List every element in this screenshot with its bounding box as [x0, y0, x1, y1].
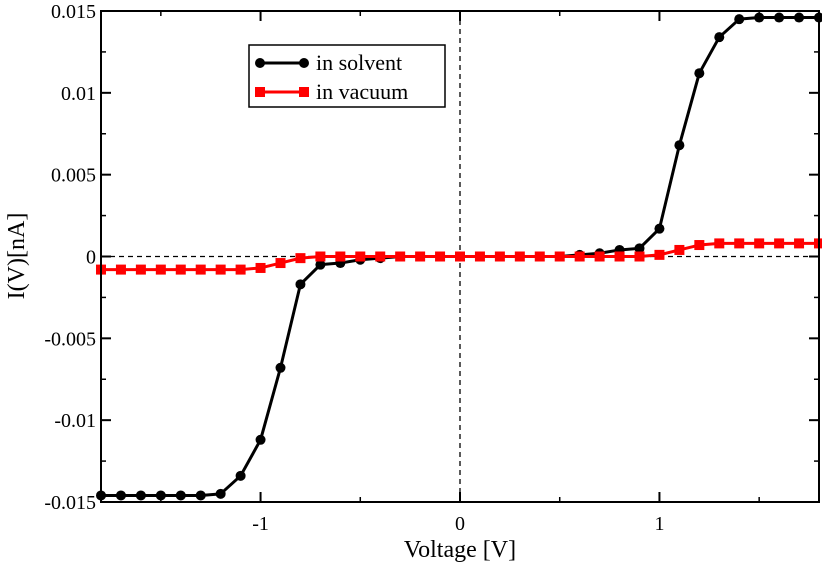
- y-tick-label: -0.005: [44, 328, 96, 350]
- legend-item-vacuum: in vacuum: [255, 79, 408, 104]
- data-point-in-vacuum: [375, 251, 386, 262]
- y-tick-label: 0.015: [51, 1, 96, 23]
- legend-marker-solvent: [255, 58, 265, 68]
- data-point-in-solvent: [295, 279, 306, 290]
- data-point-in-vacuum: [494, 251, 505, 262]
- data-point-in-vacuum: [674, 244, 685, 255]
- x-tick-label: 1: [654, 513, 664, 535]
- data-point-in-vacuum: [195, 264, 206, 275]
- data-point-in-vacuum: [714, 238, 725, 249]
- data-point-in-vacuum: [295, 253, 306, 264]
- ticks-layer: -1 0 1 -0.015 -0.01 -0.005 0 0.005 0.01 0.015: [44, 1, 819, 535]
- data-point-in-solvent: [694, 68, 705, 79]
- y-tick-label: 0: [86, 247, 96, 269]
- series-layer: [96, 12, 822, 501]
- legend-label-solvent: in solvent: [316, 50, 402, 75]
- data-point-in-vacuum: [554, 251, 565, 262]
- data-point-in-solvent: [155, 490, 166, 501]
- data-point-in-solvent: [215, 488, 226, 499]
- data-point-in-solvent: [315, 259, 326, 270]
- data-point-in-solvent: [714, 32, 725, 43]
- data-point-in-vacuum: [175, 264, 186, 275]
- legend-label-vacuum: in vacuum: [316, 79, 408, 104]
- data-point-in-vacuum: [135, 264, 146, 275]
- data-point-in-vacuum: [574, 251, 585, 262]
- data-point-in-vacuum: [255, 262, 266, 273]
- y-tick-label: 0.01: [61, 83, 96, 105]
- legend-marker-vacuum: [255, 87, 265, 97]
- data-point-in-vacuum: [235, 264, 246, 275]
- legend: in solvent in vacuum: [248, 44, 446, 108]
- data-point-in-vacuum: [335, 251, 346, 262]
- data-point-in-vacuum: [435, 251, 446, 262]
- data-point-in-vacuum: [415, 251, 426, 262]
- data-point-in-solvent: [674, 140, 685, 151]
- data-point-in-vacuum: [455, 251, 465, 262]
- legend-item-solvent: in solvent: [255, 50, 402, 75]
- data-point-in-solvent: [255, 434, 266, 445]
- legend-box: [248, 44, 446, 108]
- data-point-in-vacuum: [115, 264, 126, 275]
- data-point-in-solvent: [634, 243, 645, 254]
- data-point-in-solvent: [734, 14, 745, 25]
- data-point-in-vacuum: [395, 251, 406, 262]
- data-point-in-vacuum: [355, 251, 366, 262]
- data-point-in-solvent: [135, 490, 146, 501]
- data-point-in-solvent: [654, 223, 665, 234]
- y-axis-title: I(V)[nA]: [4, 213, 30, 300]
- y-tick-label: 0.005: [51, 165, 96, 187]
- data-point-in-vacuum: [614, 251, 625, 262]
- data-point-in-solvent: [754, 12, 765, 23]
- data-point-in-vacuum: [514, 251, 525, 262]
- data-point-in-solvent: [275, 362, 286, 373]
- data-point-in-vacuum: [754, 238, 765, 249]
- data-point-in-solvent: [195, 490, 206, 501]
- data-point-in-vacuum: [275, 258, 286, 269]
- data-point-in-vacuum: [215, 264, 226, 275]
- data-point-in-vacuum: [694, 240, 705, 251]
- plot-frame: [100, 10, 820, 503]
- y-tick-label: -0.01: [54, 410, 96, 432]
- series-in-vacuum: [96, 238, 822, 275]
- data-point-in-vacuum: [594, 251, 605, 262]
- data-point-in-solvent: [175, 490, 186, 501]
- data-point-in-vacuum: [155, 264, 166, 275]
- data-point-in-solvent: [774, 12, 785, 23]
- x-axis-title: Voltage [V]: [404, 537, 516, 563]
- data-point-in-vacuum: [734, 238, 745, 249]
- y-tick-label: -0.015: [44, 492, 96, 514]
- data-point-in-vacuum: [634, 251, 645, 262]
- data-point-in-solvent: [794, 12, 805, 23]
- data-point-in-solvent: [115, 490, 126, 501]
- data-point-in-vacuum: [534, 251, 545, 262]
- data-point-in-vacuum: [654, 249, 665, 260]
- data-point-in-solvent: [235, 470, 246, 481]
- x-tick-label: -1: [252, 513, 269, 535]
- legend-marker-vacuum: [299, 87, 309, 97]
- legend-marker-solvent: [299, 58, 309, 68]
- data-point-in-vacuum: [794, 238, 805, 249]
- data-point-in-vacuum: [315, 251, 326, 262]
- data-point-in-vacuum: [774, 238, 785, 249]
- data-point-in-vacuum: [474, 251, 485, 262]
- x-tick-label: 0: [455, 513, 465, 535]
